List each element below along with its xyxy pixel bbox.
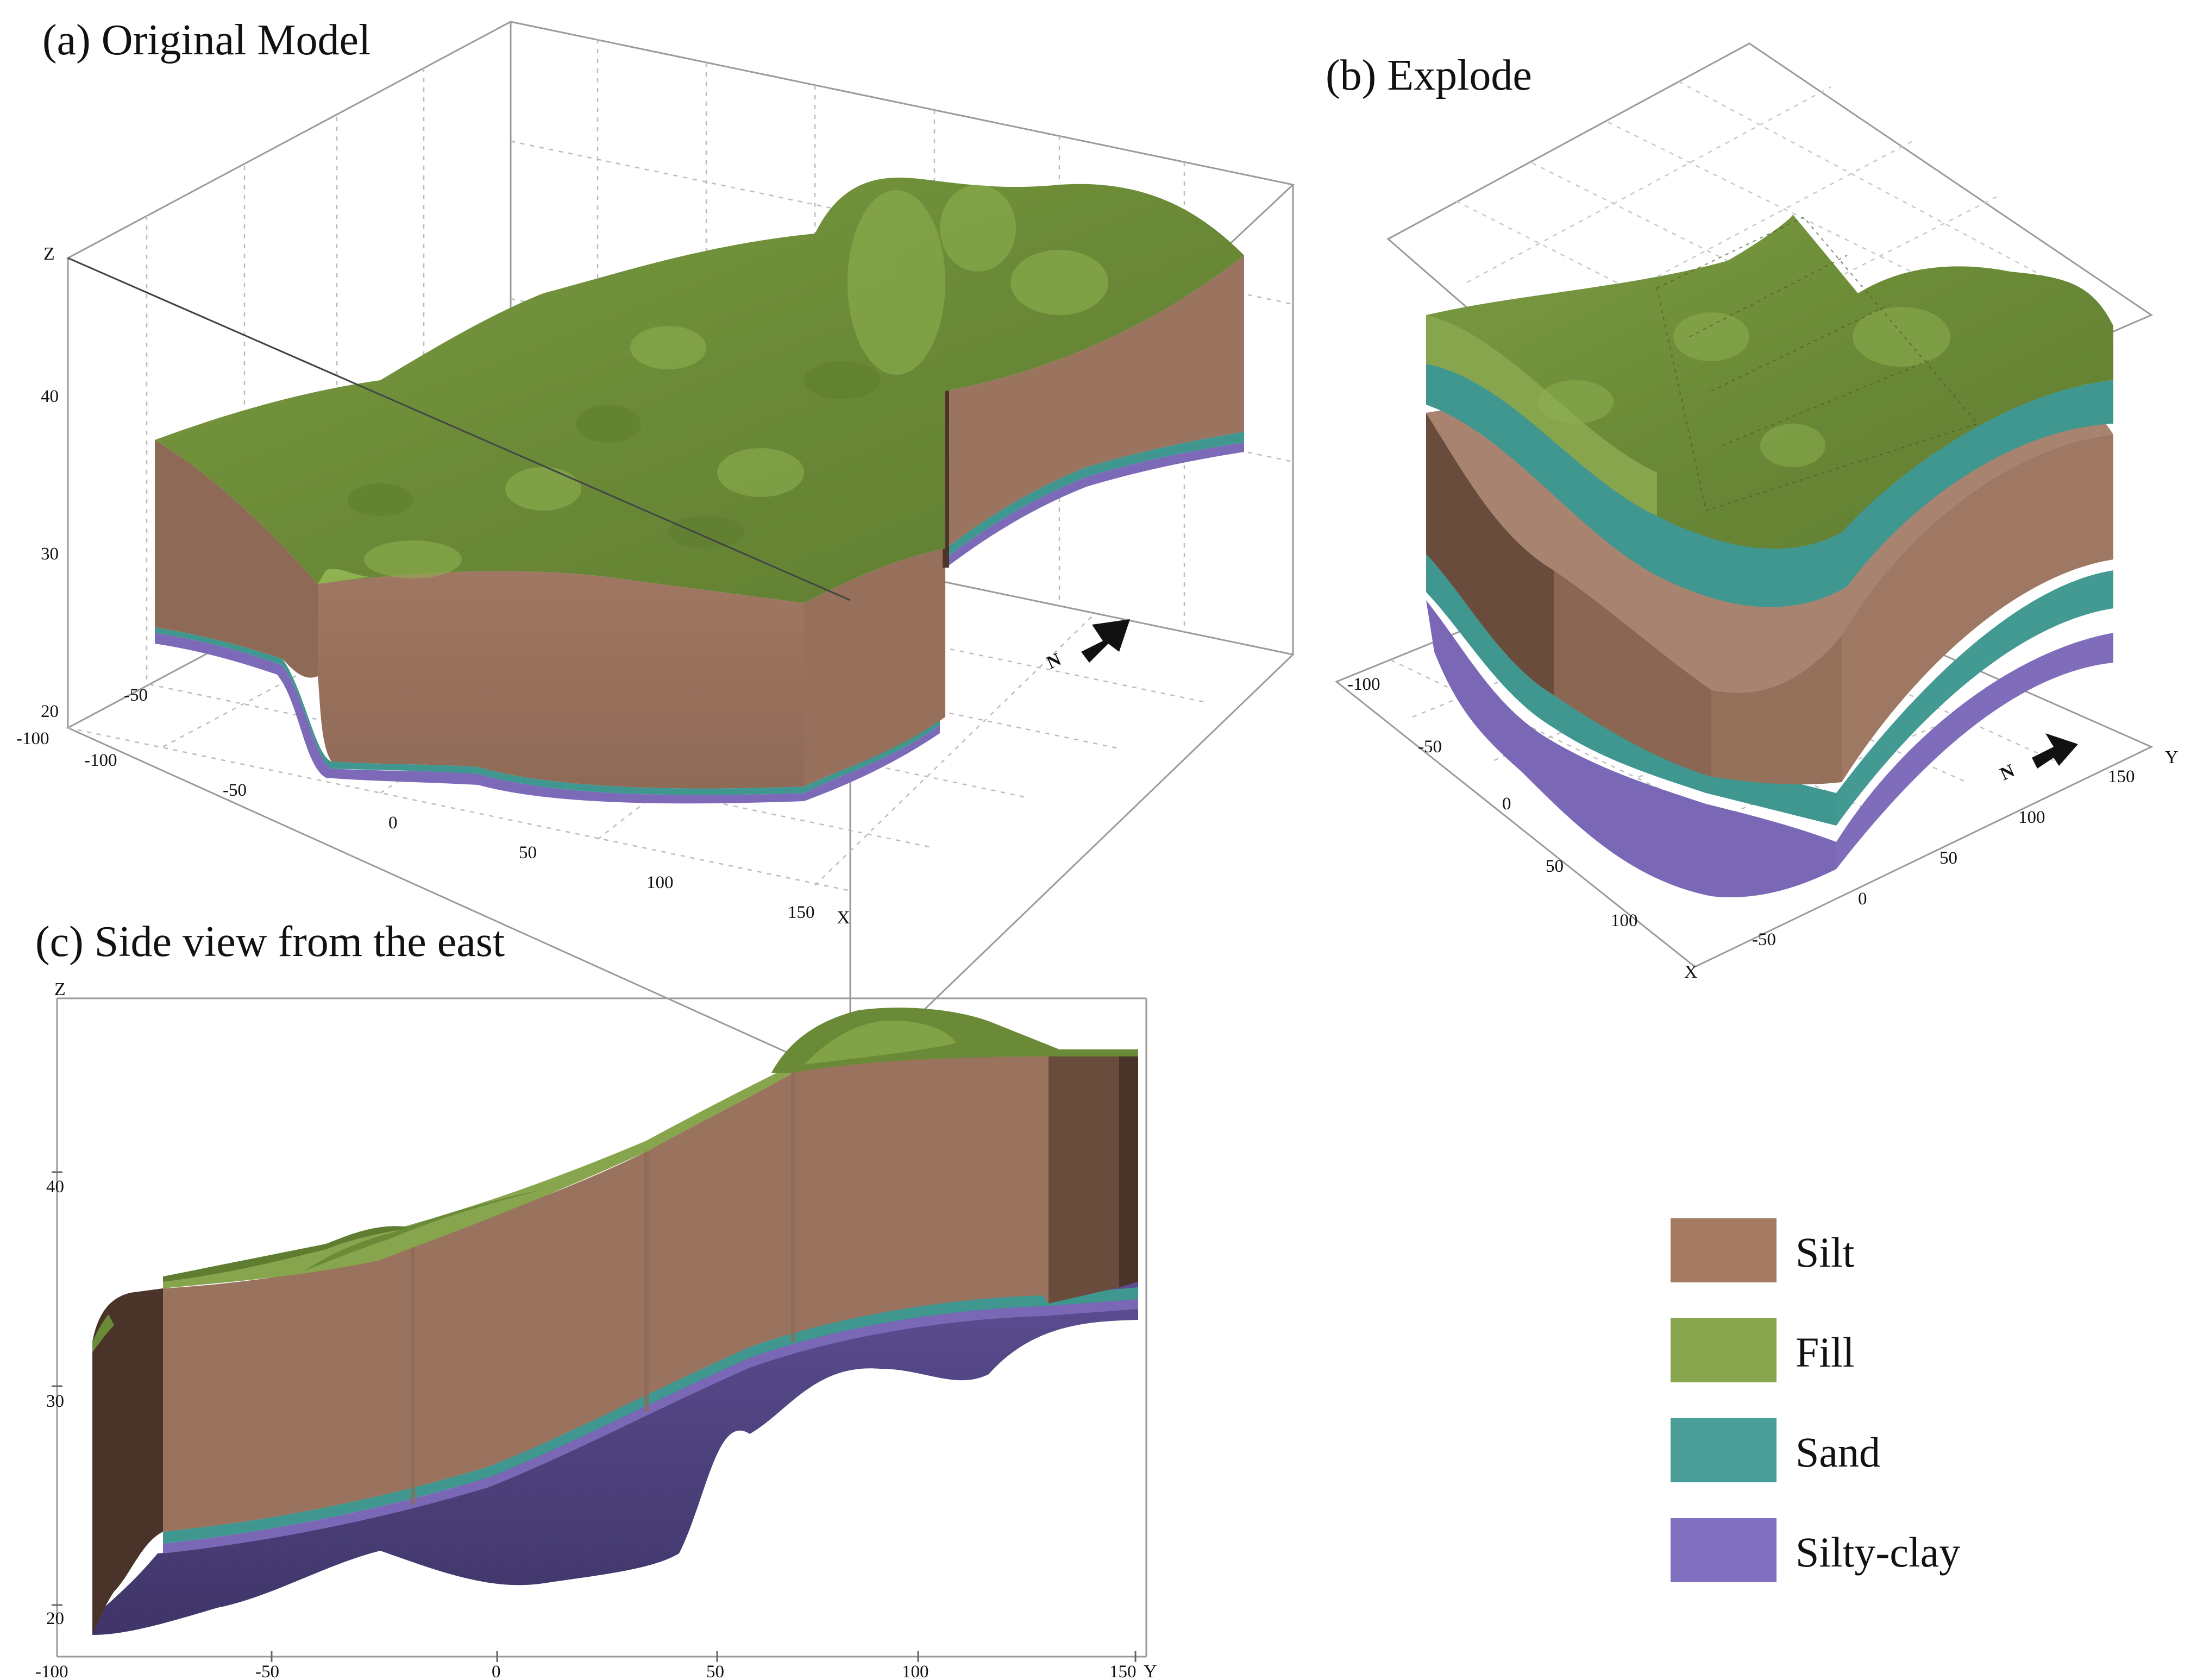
legend-swatch-sand [1671,1418,1777,1482]
panel-b-fill-highlights [1537,307,1950,467]
panel-c-title: (c) Side view from the east [35,918,505,966]
panel-a-clay-right-back [945,443,1244,568]
panel-c-fill-hill-light [804,1021,956,1065]
legend: Silt Fill Sand Silty-clay [1671,1218,1960,1582]
panel-b-y-tick: 0 [1858,889,1867,909]
panel-c: (c) Side view from the east [35,918,1157,1680]
panel-c-z-tick: 40 [46,1177,64,1197]
panel-a-fill-highlights [364,185,1108,578]
panel-c-silt-seams [411,1073,795,1505]
panel-a-sand-right-back [945,432,1244,558]
panel-c-z-tick: 30 [46,1392,64,1411]
panel-b-clay-right [1836,633,2113,869]
panel-b-north-label: N [1997,760,2018,784]
panel-c-axis-z: Z [54,979,66,999]
panel-a-fill-shadows [348,361,880,549]
panel-a: (a) Original Model [16,16,1295,1082]
panel-b-fill-front-edge [1426,315,1657,516]
panel-a-x-tick: -100 [84,751,117,770]
panel-c-fill-mound-left [163,1226,413,1282]
panel-a-silt-front-left [155,440,318,678]
panel-b: (b) Explode [1326,42,2179,982]
panel-c-z-tick: 20 [46,1609,64,1628]
panel-c-silt-right-block [1049,1051,1119,1304]
panel-a-silt-front-main [318,571,804,789]
panel-c-frame [56,997,1147,1658]
panel-b-silt-left [1426,413,1554,695]
legend-label-fill: Fill [1796,1329,1854,1376]
panel-c-y-tick: 0 [492,1662,501,1680]
panel-c-silt-left-block [92,1288,163,1635]
panel-a-fill-edge-light [318,569,369,584]
panel-a-axis-z: Z [43,244,55,264]
panel-b-axis-y: Y [2165,747,2179,767]
panel-b-title: (b) Explode [1326,52,1532,99]
panel-a-silt-front-right [804,549,945,786]
panel-a-x-tick: 0 [388,813,398,833]
panel-a-z-tick: 20 [41,702,59,721]
panel-a-axis-x: X [837,908,850,928]
panel-b-silt-right [1842,435,2113,782]
panel-b-x-tick: -50 [1418,737,1442,757]
panel-c-clay-layer [92,1282,1138,1635]
panel-b-sand-lower [1426,554,1836,826]
panel-b-axis-x: X [1684,962,1698,982]
panel-b-x-tick: 100 [1611,911,1638,930]
panel-a-z-tick: 40 [41,387,59,406]
panel-c-y-tick: 150 [1109,1662,1137,1680]
panel-c-axis-y: Y [1144,1662,1157,1680]
panel-a-y-tick: -50 [124,685,148,705]
panel-b-silt-front-right [1711,635,1842,785]
legend-swatch-fill [1671,1318,1777,1382]
panel-c-ticks [52,1171,1137,1662]
panel-c-y-tick: -100 [35,1662,68,1680]
legend-label-sand: Sand [1796,1429,1880,1476]
panel-a-box-line [67,257,851,601]
panel-c-fill-left-edge [92,1314,114,1352]
legend-label-silty-clay: Silty-clay [1796,1528,1960,1576]
panel-c-y-tick: -50 [255,1662,279,1680]
panel-a-x-tick: 100 [646,873,674,892]
legend-label-silt: Silt [1796,1229,1855,1276]
panel-b-y-tick: 50 [1939,848,1957,868]
panel-a-y-tick: -100 [16,729,49,748]
panel-b-x-tick: -100 [1347,675,1380,694]
panel-a-silt-right-back [945,255,1244,549]
panel-c-silt-body [163,1056,1049,1532]
panel-c-silt-right-edge [1119,1051,1138,1287]
panel-b-plane-overlay [1656,216,1979,512]
panel-a-sand-layer [155,627,940,795]
panel-a-fill-surface [155,177,1244,603]
legend-swatch-silty-clay [1671,1518,1777,1582]
panel-a-z-tick: 30 [41,544,59,564]
panel-a-x-tick: 50 [519,843,537,863]
panel-a-x-tick: 150 [788,903,815,922]
panel-c-fill-top [163,1049,1049,1288]
panel-c-y-tick: 50 [706,1662,724,1680]
panel-b-y-tick: 150 [2108,767,2135,786]
panel-a-x-tick: -50 [223,781,247,800]
panel-a-clay-layer [155,633,940,804]
panel-b-sand-lower-right [1836,570,2113,826]
panel-b-x-tick: 0 [1502,794,1511,814]
panel-b-y-tick: 100 [2018,808,2045,827]
panel-b-x-tick: 50 [1546,857,1564,876]
panel-a-north-arrow: N [1044,619,1130,673]
panel-b-silt-front [1554,570,1711,777]
panel-c-y-tick: 100 [902,1662,929,1680]
panel-b-sand-upper [1426,364,2113,607]
legend-swatch-silt [1671,1218,1777,1282]
panel-b-y-tick: -50 [1752,930,1776,949]
panel-a-title: (a) Original Model [42,16,371,64]
panel-b-clay-layer [1426,600,1836,897]
